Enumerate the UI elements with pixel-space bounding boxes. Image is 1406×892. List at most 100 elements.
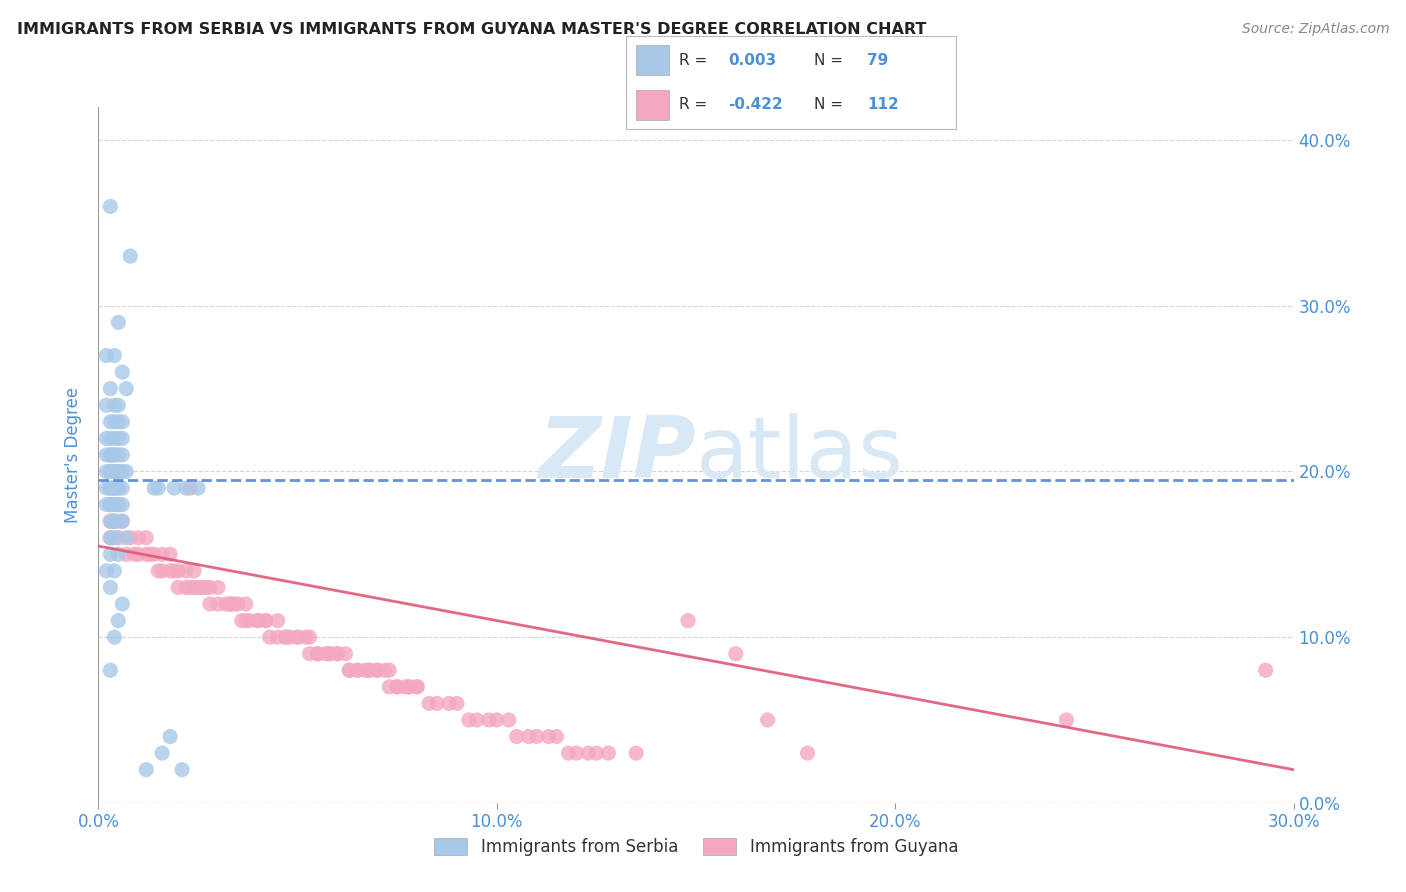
Point — [195, 581, 218, 595]
Point — [115, 531, 138, 545]
Text: N =: N = — [814, 97, 848, 112]
Point — [478, 713, 501, 727]
Point — [107, 498, 129, 512]
Point — [359, 663, 381, 677]
Point — [398, 680, 420, 694]
Point — [98, 514, 122, 528]
Point — [103, 465, 125, 479]
Point — [565, 746, 588, 760]
Point — [124, 547, 146, 561]
Point — [103, 514, 125, 528]
Point — [167, 581, 190, 595]
Point — [98, 431, 122, 445]
Point — [96, 398, 118, 412]
Point — [115, 465, 138, 479]
Point — [406, 680, 429, 694]
Point — [418, 697, 440, 711]
Point — [107, 481, 129, 495]
Point — [159, 730, 181, 744]
Point — [426, 697, 449, 711]
Text: N =: N = — [814, 53, 848, 68]
Point — [103, 415, 125, 429]
Point — [796, 746, 818, 760]
Point — [335, 647, 357, 661]
Point — [198, 597, 221, 611]
Point — [103, 531, 125, 545]
Point — [235, 614, 257, 628]
Point — [278, 630, 301, 644]
Point — [111, 597, 134, 611]
Point — [150, 547, 173, 561]
Point — [219, 597, 242, 611]
Point — [366, 663, 388, 677]
Point — [120, 249, 142, 263]
Text: Source: ZipAtlas.com: Source: ZipAtlas.com — [1241, 22, 1389, 37]
Point — [287, 630, 309, 644]
Point — [1254, 663, 1277, 677]
Point — [174, 564, 197, 578]
Point — [103, 465, 125, 479]
Point — [135, 531, 157, 545]
Point — [179, 581, 201, 595]
Point — [111, 514, 134, 528]
Point — [107, 431, 129, 445]
Point — [103, 481, 125, 495]
Point — [1056, 713, 1078, 727]
Point — [135, 763, 157, 777]
Point — [676, 614, 699, 628]
Point — [437, 697, 460, 711]
Point — [246, 614, 269, 628]
Point — [485, 713, 508, 727]
Point — [96, 481, 118, 495]
Point — [98, 465, 122, 479]
Point — [578, 746, 600, 760]
Point — [174, 581, 197, 595]
Point — [98, 199, 122, 213]
Point — [139, 547, 162, 561]
Point — [98, 481, 122, 495]
Point — [235, 597, 257, 611]
Point — [374, 663, 396, 677]
Point — [107, 465, 129, 479]
Point — [326, 647, 349, 661]
Point — [103, 398, 125, 412]
Point — [98, 547, 122, 561]
Point — [187, 481, 209, 495]
Text: IMMIGRANTS FROM SERBIA VS IMMIGRANTS FROM GUYANA MASTER'S DEGREE CORRELATION CHA: IMMIGRANTS FROM SERBIA VS IMMIGRANTS FRO… — [17, 22, 927, 37]
Point — [107, 315, 129, 329]
Point — [318, 647, 340, 661]
Point — [96, 448, 118, 462]
Point — [111, 465, 134, 479]
Point — [517, 730, 540, 744]
Point — [756, 713, 779, 727]
Point — [127, 547, 149, 561]
Point — [115, 547, 138, 561]
Point — [98, 481, 122, 495]
Point — [274, 630, 297, 644]
Point — [96, 349, 118, 363]
Point — [215, 597, 238, 611]
Point — [98, 663, 122, 677]
Point — [385, 680, 409, 694]
Point — [254, 614, 277, 628]
Point — [172, 763, 194, 777]
Point — [378, 680, 401, 694]
Point — [183, 564, 205, 578]
Point — [287, 630, 309, 644]
Point — [96, 498, 118, 512]
Point — [98, 581, 122, 595]
Point — [115, 382, 138, 396]
Point — [326, 647, 349, 661]
Point — [107, 448, 129, 462]
Point — [96, 564, 118, 578]
Point — [103, 448, 125, 462]
Point — [359, 663, 381, 677]
Point — [163, 564, 186, 578]
Text: ZIP: ZIP — [538, 413, 696, 497]
Point — [103, 481, 125, 495]
Point — [143, 547, 166, 561]
Point — [307, 647, 329, 661]
Point — [143, 481, 166, 495]
Point — [239, 614, 262, 628]
Point — [267, 630, 290, 644]
